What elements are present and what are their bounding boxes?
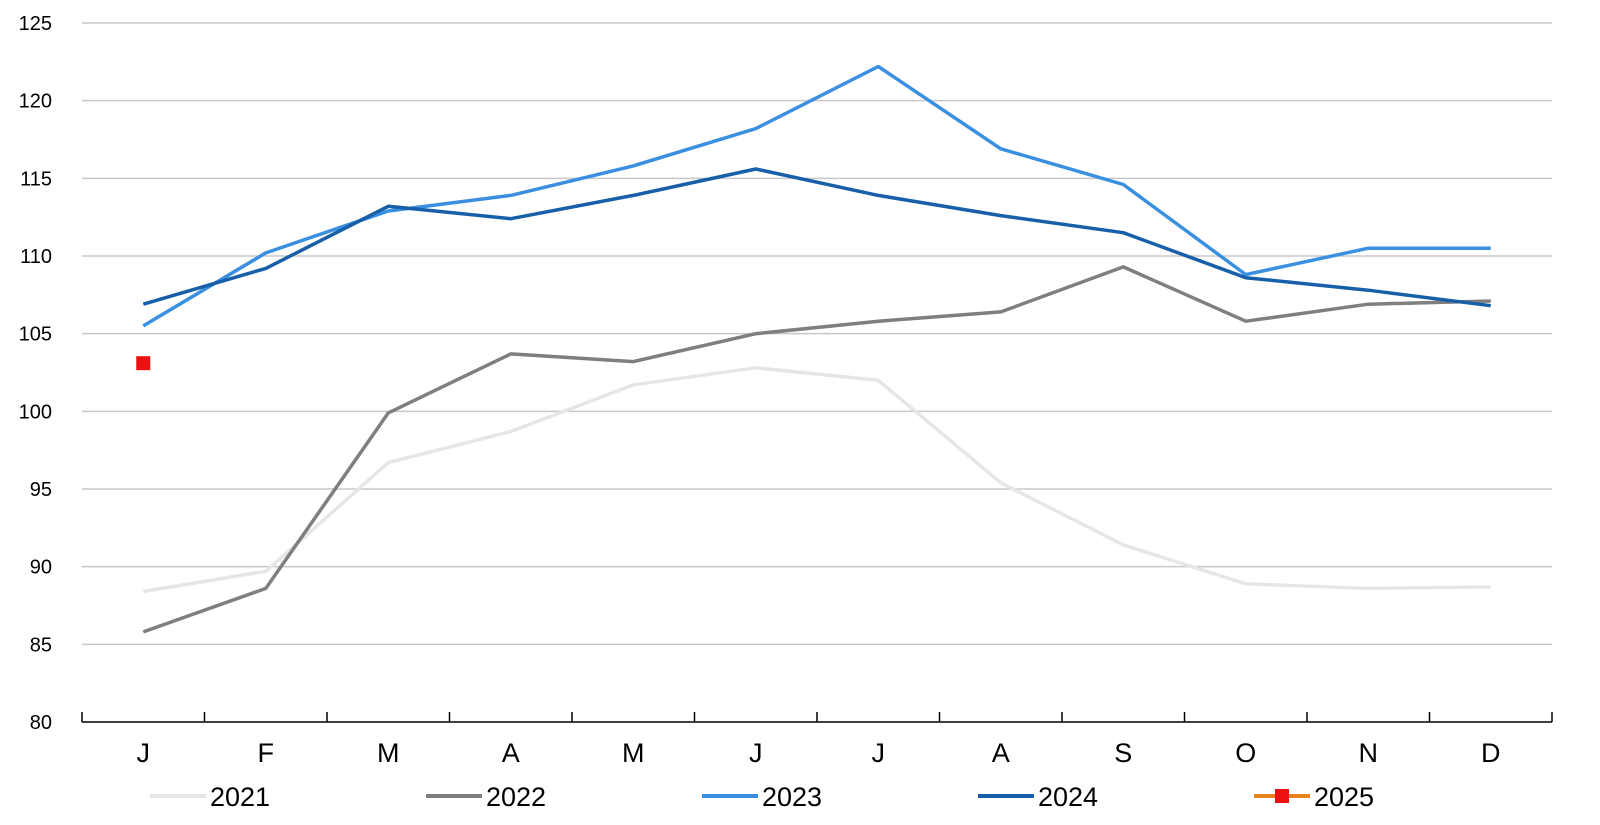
y-axis-tick-labels: 80 85 90 95 100 105 110 115 120 125	[19, 13, 52, 734]
x-tick-label: J	[137, 738, 151, 768]
legend-label-2021: 2021	[210, 782, 270, 812]
series-lines	[136, 64, 1492, 634]
series-line-2024	[142, 167, 1492, 308]
legend-label-2025: 2025	[1314, 782, 1374, 812]
y-tick-label: 125	[19, 13, 52, 35]
y-tick-label: 120	[19, 91, 52, 113]
legend-label-2022: 2022	[486, 782, 546, 812]
x-tick-label: N	[1359, 738, 1379, 768]
y-tick-label: 115	[20, 168, 52, 190]
series-line-2022	[142, 265, 1491, 634]
x-tick-label: S	[1114, 738, 1132, 768]
x-tick-label: F	[258, 738, 275, 768]
y-tick-label: 85	[30, 634, 52, 656]
x-tick-label: J	[749, 738, 763, 768]
legend: 2021 2022 2023 2024 2025	[150, 782, 1374, 812]
x-tick-label: A	[992, 738, 1010, 768]
x-tick-label: A	[502, 738, 520, 768]
data-point-2025	[136, 356, 151, 371]
x-tick-label: J	[872, 738, 886, 768]
legend-label-2023: 2023	[762, 782, 822, 812]
legend-label-2024: 2024	[1038, 782, 1098, 812]
y-tick-label: 100	[19, 401, 52, 423]
y-tick-label: 105	[19, 324, 52, 346]
legend-marker-2025	[1275, 789, 1289, 803]
x-tick-label: M	[377, 738, 400, 768]
gridlines	[82, 22, 1552, 646]
y-tick-label: 110	[20, 246, 52, 268]
y-tick-label: 90	[30, 557, 52, 579]
series-line-2021	[143, 366, 1491, 594]
series-line-2023	[142, 64, 1491, 328]
x-tick-label: D	[1481, 738, 1501, 768]
x-tick-label: O	[1235, 738, 1256, 768]
x-tick-label: M	[622, 738, 645, 768]
y-tick-label: 80	[30, 712, 52, 734]
y-tick-label: 95	[30, 479, 52, 501]
